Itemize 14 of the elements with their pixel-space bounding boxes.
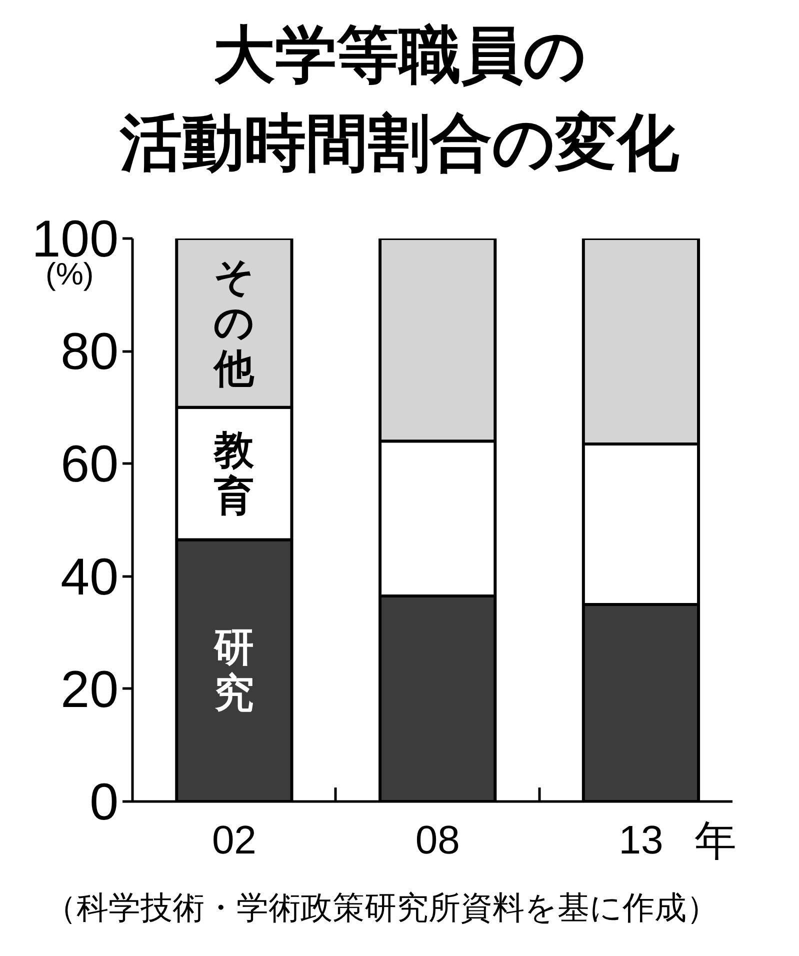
x-tick-label: 08 [415, 818, 460, 862]
series-label: 研究 [213, 626, 254, 716]
x-tick-label: 02 [212, 818, 256, 862]
chart-title: 大学等職員の活動時間割合の変化 [120, 20, 679, 180]
text: （科学技術・学術政策研究所資料を基に作成） [44, 890, 718, 926]
series-label: その他 [212, 254, 256, 392]
x-tick-label: 13 [618, 818, 664, 862]
y-tick-label: 40 [60, 548, 119, 606]
x-axis-title: 年 [694, 817, 736, 864]
y-tick-label: 60 [60, 436, 119, 494]
y-tick-label: 80 [60, 323, 119, 382]
y-tick-label: 0 [90, 774, 118, 832]
series-label: 教育 [213, 428, 256, 519]
y-tick-label: 20 [60, 660, 119, 719]
